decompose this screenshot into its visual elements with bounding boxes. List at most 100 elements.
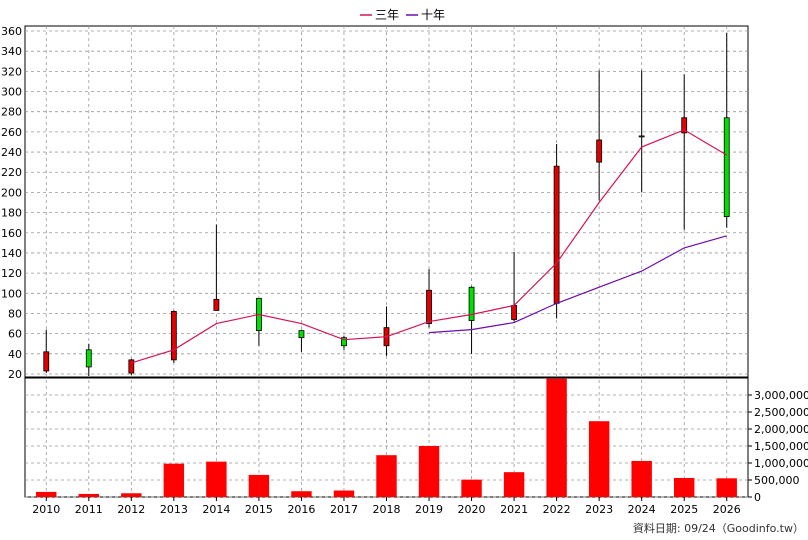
candle-body: [638, 135, 645, 138]
x-tick-label: 2021: [500, 503, 528, 516]
candle-2015: [256, 297, 262, 346]
candle-body: [213, 298, 220, 311]
volume-bar-2016: [291, 491, 312, 497]
x-tick-label: 2010: [32, 503, 60, 516]
price-tick-label: 20: [8, 368, 22, 381]
volume-tick-label: 2,000,000: [754, 423, 808, 436]
legend-3y-label: 三年: [375, 8, 399, 22]
price-tick-label: 200: [1, 186, 22, 199]
candle-body: [681, 117, 688, 134]
price-tick-label: 320: [1, 65, 22, 78]
price-tick-label: 340: [1, 45, 22, 58]
x-tick-label: 2015: [245, 503, 273, 516]
candle-body: [43, 351, 50, 372]
volume-bar-2011: [78, 493, 100, 497]
x-tick-label: 2014: [202, 503, 230, 516]
volume-bar-2013: [163, 463, 185, 497]
x-tick-label: 2020: [458, 503, 486, 516]
x-tick-label: 2019: [415, 503, 443, 516]
candle-2010: [43, 329, 50, 373]
volume-tick-label: 500,000: [754, 474, 800, 487]
candle-body: [298, 330, 305, 339]
volume-tick-label: 1,000,000: [754, 457, 808, 470]
candle-body: [511, 304, 517, 320]
candle-2014: [213, 224, 220, 311]
x-tick-label: 2017: [330, 503, 358, 516]
volume-tick-label: 1,500,000: [754, 440, 808, 453]
candle-2011: [85, 343, 92, 377]
price-tick-label: 220: [1, 166, 22, 179]
price-tick-label: 280: [1, 106, 22, 119]
candle-body: [468, 286, 475, 321]
volume-bar-2015: [248, 474, 270, 497]
volume-bar-2021: [503, 472, 525, 497]
x-tick-label: 2022: [543, 503, 571, 516]
volume-tick-label: 0: [754, 491, 761, 504]
candle-2026: [723, 33, 730, 228]
ma-3y-line: [131, 129, 728, 364]
volume-bar-2017: [333, 490, 355, 497]
x-tick-label: 2012: [117, 503, 145, 516]
volume-bar-2023: [588, 421, 610, 497]
candle-2018: [383, 306, 390, 356]
candle-2016: [298, 329, 305, 352]
candle-2013: [170, 310, 177, 363]
candle-body: [128, 359, 135, 374]
price-tick-label: 140: [1, 247, 22, 260]
candle-body: [341, 337, 347, 347]
x-tick-label: 2011: [75, 503, 103, 516]
volume-bar-2024: [631, 460, 652, 497]
x-tick-label: 2026: [713, 503, 741, 516]
volume-bar-2020: [461, 479, 482, 497]
x-tick-label: 2013: [160, 503, 188, 516]
price-panel: 20 40 60 80 100 120 140 160 180 200 220 240 260 280 30…: [1, 25, 749, 497]
price-tick-label: 120: [1, 267, 22, 280]
price-tick-label: 180: [1, 207, 22, 220]
volume-bar-2022: [546, 378, 567, 497]
candle-2021: [511, 251, 517, 322]
price-tick-label: 260: [1, 126, 22, 139]
volume-bar-2026: [716, 478, 737, 497]
candle-2020: [468, 286, 475, 354]
x-tick-label: 2018: [373, 503, 401, 516]
footer-date-note: 資料日期: 09/24（Goodinfo.tw）: [633, 521, 804, 535]
volume-bar-2014: [206, 461, 227, 497]
price-tick-label: 360: [1, 25, 22, 38]
price-tick-label: 100: [1, 287, 22, 300]
legend-10y-label: 十年: [421, 8, 445, 22]
price-tick-label: 240: [1, 146, 22, 159]
volume-bar-2019: [418, 446, 440, 497]
candle-2012: [128, 358, 135, 376]
candle-body: [170, 311, 177, 361]
volume-tick-label: 2,500,000: [754, 406, 808, 419]
ma-10y-line: [428, 235, 727, 334]
volume-tick-label: 3,000,000: [754, 389, 808, 402]
volume-bar-2010: [36, 491, 57, 497]
legend: 三年 十年: [360, 8, 445, 22]
x-tick-label: 2023: [585, 503, 613, 516]
candle-2023: [596, 70, 603, 201]
candle-2022: [553, 143, 560, 319]
price-tick-label: 40: [8, 348, 22, 361]
candle-2017: [341, 335, 347, 350]
price-tick-label: 160: [1, 227, 22, 240]
price-tick-label: 60: [8, 328, 22, 341]
candle-2019: [426, 269, 432, 328]
candle-body: [85, 349, 92, 368]
x-tick-label: 2025: [670, 503, 698, 516]
volume-bar-2018: [376, 455, 397, 497]
candle-body: [723, 117, 730, 218]
volume-panel: 0 500,000 1,000,000 1,500,000 2,000,000 2,500…: [24, 377, 808, 504]
price-tick-label: 300: [1, 86, 22, 99]
x-tick-label: 2016: [287, 503, 315, 516]
volume-bar-2012: [121, 493, 142, 497]
candle-2024: [638, 70, 645, 193]
x-axis: 2010 2011 2012 2013 2014 2015 2016 2017 2018 2019…: [32, 497, 741, 516]
candle-2025: [681, 74, 688, 230]
price-tick-label: 80: [8, 307, 22, 320]
volume-bar-2025: [673, 477, 695, 497]
candle-body: [426, 289, 432, 324]
candle-body: [596, 139, 603, 163]
candle-body: [553, 165, 560, 304]
